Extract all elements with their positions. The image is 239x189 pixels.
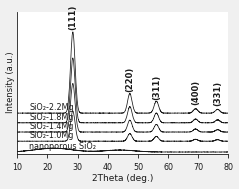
Text: SiO₂-1.4Mg: SiO₂-1.4Mg [29, 122, 74, 131]
Text: nanoporous SiO₂: nanoporous SiO₂ [29, 142, 96, 151]
Text: (111): (111) [68, 5, 77, 30]
Y-axis label: Intensity (a.u.): Intensity (a.u.) [5, 52, 15, 113]
Text: SiO₂-1.8Mg: SiO₂-1.8Mg [29, 113, 74, 122]
Text: (400): (400) [191, 80, 200, 105]
X-axis label: 2Theta (deg.): 2Theta (deg.) [92, 174, 154, 184]
Text: SiO₂-1.0Mg: SiO₂-1.0Mg [29, 131, 74, 140]
Text: SiO₂-2.2Mg: SiO₂-2.2Mg [29, 103, 74, 112]
Text: (311): (311) [152, 75, 161, 100]
Text: (331): (331) [213, 81, 222, 106]
Text: (220): (220) [125, 67, 134, 92]
